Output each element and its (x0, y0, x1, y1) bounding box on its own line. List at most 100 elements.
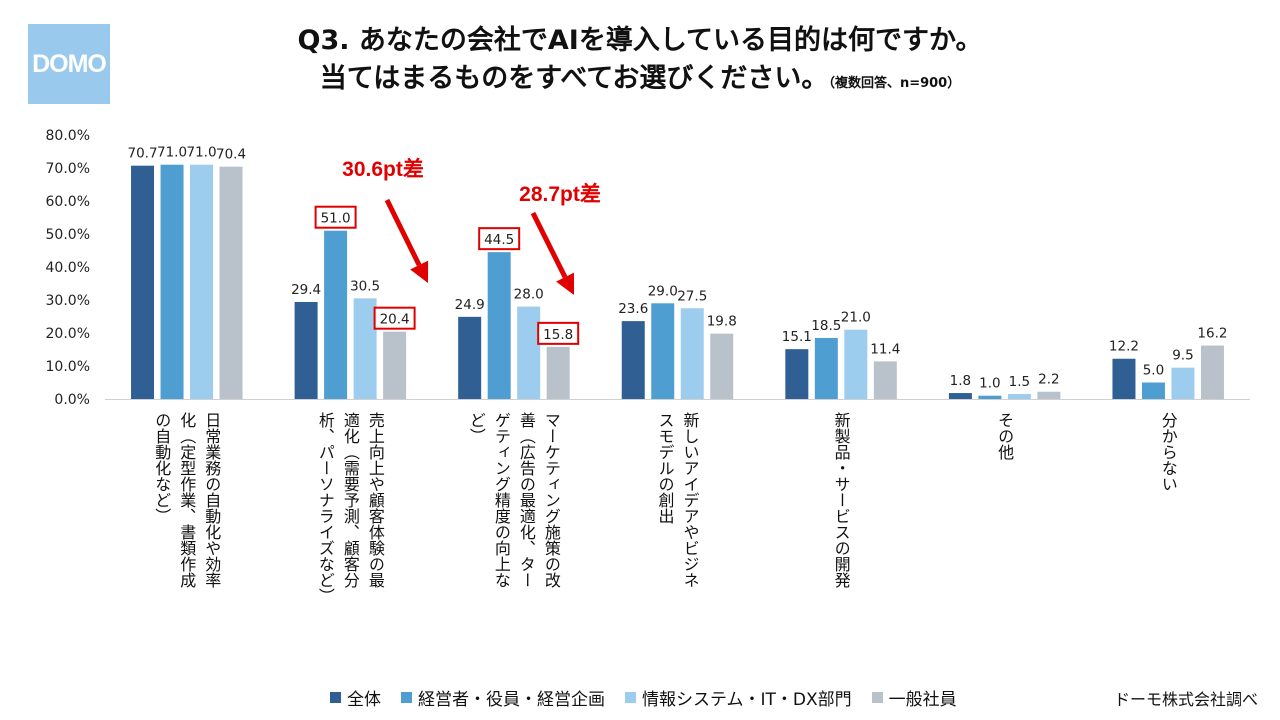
x-category-label: 適化（需要予測、顧客分 (341, 412, 360, 589)
legend-label-all: 全体 (347, 690, 381, 710)
bar (1007, 394, 1031, 399)
bar (948, 393, 972, 399)
data-label: 29.4 (291, 282, 321, 298)
y-tick-label: 60.0% (46, 194, 90, 210)
bar (621, 321, 645, 399)
bar (1200, 345, 1224, 399)
bar (1037, 391, 1061, 399)
legend-swatch-all (330, 692, 341, 703)
data-label: 70.7 (128, 146, 158, 162)
data-label: 1.8 (950, 373, 971, 389)
y-tick-label: 0.0% (54, 392, 90, 408)
data-label: 51.0 (321, 211, 351, 227)
x-category-label: スモデルの創出 (656, 412, 675, 524)
x-category-label: 析、パーソナライズなど） (316, 412, 335, 604)
bar (219, 166, 243, 399)
annotation-text: 28.7pt差 (519, 182, 601, 206)
y-tick-label: 20.0% (46, 326, 90, 342)
data-label: 2.2 (1038, 372, 1059, 388)
y-tick-label: 70.0% (46, 161, 90, 177)
data-label: 24.9 (455, 297, 485, 313)
data-label: 70.4 (216, 147, 246, 163)
legend-swatch-executives (401, 692, 412, 703)
data-label: 18.5 (811, 318, 841, 334)
bar (294, 301, 318, 399)
data-label: 21.0 (841, 310, 871, 326)
bar (680, 308, 704, 399)
source-credit: ドーモ株式会社調べ (1113, 690, 1258, 709)
legend-item-executives: 経営者・役員・経営企画 (401, 685, 605, 710)
data-label: 27.5 (677, 288, 707, 304)
annotation-arrowhead (410, 260, 429, 283)
title-note: （複数回答、n=900） (828, 76, 961, 91)
data-label: 44.5 (484, 232, 514, 248)
data-label: 11.4 (870, 341, 900, 357)
data-label: 23.6 (618, 301, 648, 317)
data-label: 9.5 (1172, 348, 1193, 364)
bar (487, 252, 511, 399)
title-line-2: 当てはまるものをすべてお選びください。（複数回答、n=900） (130, 60, 1150, 103)
title-line-1: Q3. あなたの会社でAIを導入している目的は何ですか。 (297, 25, 983, 56)
bar (651, 303, 675, 399)
x-category-label: 新製品・サービスの開発 (832, 412, 851, 589)
domo-logo: DOMO (28, 24, 110, 104)
x-category-label: その他 (995, 412, 1014, 461)
x-category-label: 分からない (1159, 412, 1178, 492)
data-label: 1.0 (979, 376, 1000, 392)
legend-label-general-staff: 一般社員 (888, 690, 957, 710)
bar (131, 165, 155, 399)
bar (1141, 382, 1165, 399)
y-tick-label: 30.0% (46, 293, 90, 309)
bar (546, 346, 570, 399)
x-category-label: 新しいアイデアやビジネ (681, 412, 700, 588)
data-label-highlight-box (478, 227, 521, 251)
bar (458, 316, 482, 399)
y-tick-label: 80.0% (46, 128, 90, 144)
data-label: 71.0 (157, 145, 187, 161)
annotation-arrowhead (556, 272, 574, 295)
data-label: 19.8 (707, 314, 737, 330)
x-category-label: マーケティング施策の改 (542, 412, 561, 588)
bar (383, 331, 407, 399)
annotation-arrow-shaft (530, 211, 568, 279)
x-category-label: 化（定型作業、書類作成 (177, 412, 196, 589)
data-label-highlight-box (373, 306, 416, 330)
bar-chart: 0.0% 10.0% 20.0% 30.0% 40.0% 50.0% 60.0% 70.0% 8… (46, 128, 1250, 604)
data-label-highlight-box (314, 205, 357, 229)
annotation-text: 30.6pt差 (342, 157, 424, 181)
logo-text: DOMO (32, 49, 107, 78)
x-category-label: 日常業務の自動化や効率 (202, 412, 221, 588)
title-line-2-text: 当てはまるものをすべてお選びください。 (319, 63, 829, 94)
legend-item-it-dx: 情報システム・IT・DX部門 (625, 685, 852, 710)
data-label: 15.8 (543, 327, 573, 343)
bar (1112, 358, 1136, 399)
bar (190, 164, 214, 399)
data-label: 16.2 (1197, 326, 1227, 342)
bar (1171, 367, 1195, 399)
legend-label-executives: 経営者・役員・経営企画 (418, 690, 605, 710)
legend-swatch-it-dx (625, 692, 636, 703)
chart-title: Q3. あなたの会社でAIを導入している目的は何ですか。 当てはまるものをすべて… (130, 22, 1150, 103)
legend: 全体 経営者・役員・経営企画 情報システム・IT・DX部門 一般社員 (330, 685, 957, 710)
legend-item-all: 全体 (330, 685, 381, 710)
bar (710, 333, 734, 399)
bar (814, 337, 838, 399)
legend-swatch-general-staff (871, 692, 883, 703)
data-label: 1.5 (1009, 374, 1030, 390)
legend-label-it-dx: 情報システム・IT・DX部門 (642, 690, 852, 710)
data-label: 29.0 (648, 283, 678, 299)
data-label: 71.0 (187, 145, 217, 161)
x-category-label: 善（広告の最適化、ター (517, 412, 536, 588)
bar (873, 361, 897, 399)
data-label: 5.0 (1143, 363, 1164, 379)
x-category-label: の自動化など） (152, 412, 171, 524)
bar (160, 164, 184, 399)
x-category-label: 売上向上や顧客体験の最 (366, 412, 385, 588)
data-label: 30.5 (350, 278, 380, 294)
data-label: 12.2 (1109, 339, 1139, 355)
annotation-arrow-shaft (384, 198, 422, 267)
bar (978, 395, 1002, 399)
bar (324, 230, 348, 399)
x-category-label: ど） (467, 412, 486, 444)
y-tick-label: 40.0% (46, 260, 90, 276)
